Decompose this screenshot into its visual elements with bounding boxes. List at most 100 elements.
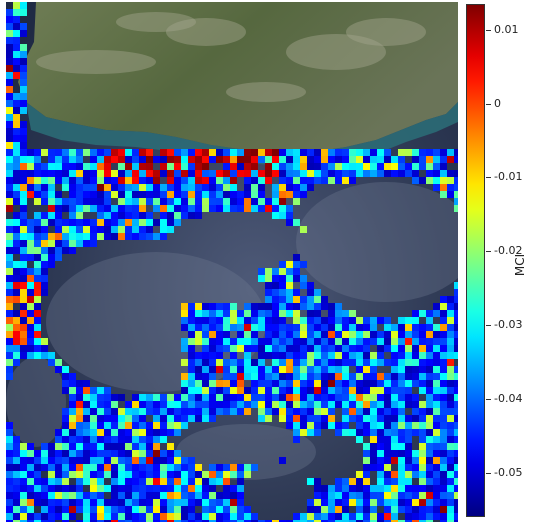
mci-pixel xyxy=(97,429,104,436)
mci-pixel xyxy=(300,177,307,184)
mci-pixel xyxy=(76,205,83,212)
mci-pixel xyxy=(237,373,244,380)
mci-pixel xyxy=(321,338,328,345)
mci-pixel xyxy=(111,478,118,485)
mci-pixel xyxy=(433,345,440,352)
mci-pixel xyxy=(419,177,426,184)
mci-pixel xyxy=(41,492,48,499)
mci-pixel xyxy=(139,177,146,184)
mci-pixel xyxy=(433,478,440,485)
mci-pixel xyxy=(139,401,146,408)
mci-pixel xyxy=(433,506,440,513)
mci-pixel xyxy=(83,226,90,233)
mci-pixel xyxy=(48,499,55,506)
mci-pixel xyxy=(13,338,20,345)
mci-pixel xyxy=(391,387,398,394)
mci-pixel xyxy=(90,450,97,457)
mci-pixel xyxy=(76,233,83,240)
mci-pixel xyxy=(258,156,265,163)
mci-pixel xyxy=(377,373,384,380)
mci-pixel xyxy=(349,310,356,317)
mci-pixel xyxy=(111,408,118,415)
mci-pixel xyxy=(69,457,76,464)
mci-pixel xyxy=(111,506,118,513)
mci-pixel xyxy=(349,492,356,499)
mci-pixel xyxy=(167,422,174,429)
mci-pixel xyxy=(440,422,447,429)
mci-pixel xyxy=(321,380,328,387)
mci-pixel xyxy=(377,331,384,338)
mci-pixel xyxy=(426,380,433,387)
map-view[interactable] xyxy=(6,2,458,522)
mci-pixel xyxy=(384,450,391,457)
mci-pixel xyxy=(356,513,363,520)
mci-pixel xyxy=(34,471,41,478)
mci-pixel xyxy=(97,506,104,513)
mci-pixel xyxy=(314,303,321,310)
mci-pixel xyxy=(34,513,41,520)
mci-pixel xyxy=(20,79,27,86)
mci-pixel xyxy=(412,401,419,408)
mci-pixel xyxy=(391,156,398,163)
mci-pixel xyxy=(34,303,41,310)
mci-pixel xyxy=(412,408,419,415)
mci-pixel xyxy=(111,226,118,233)
mci-pixel xyxy=(13,100,20,107)
mci-pixel xyxy=(335,359,342,366)
mci-pixel xyxy=(62,380,69,387)
mci-pixel xyxy=(279,149,286,156)
mci-pixel xyxy=(279,156,286,163)
mci-pixel xyxy=(370,450,377,457)
mci-pixel xyxy=(328,380,335,387)
mci-pixel xyxy=(132,492,139,499)
mci-pixel xyxy=(48,170,55,177)
mci-pixel xyxy=(258,366,265,373)
mci-pixel xyxy=(230,303,237,310)
mci-pixel xyxy=(6,149,13,156)
mci-pixel xyxy=(20,352,27,359)
mci-pixel xyxy=(223,394,230,401)
mci-pixel xyxy=(76,219,83,226)
mci-pixel xyxy=(398,359,405,366)
mci-pixel xyxy=(286,422,293,429)
mci-pixel xyxy=(454,184,458,191)
mci-pixel xyxy=(398,436,405,443)
mci-pixel xyxy=(286,303,293,310)
mci-pixel xyxy=(349,429,356,436)
mci-pixel xyxy=(440,506,447,513)
mci-pixel xyxy=(83,422,90,429)
mci-pixel xyxy=(251,394,258,401)
mci-pixel xyxy=(398,492,405,499)
mci-pixel xyxy=(454,478,458,485)
mci-pixel xyxy=(412,506,419,513)
mci-pixel xyxy=(6,506,13,513)
mci-pixel xyxy=(174,170,181,177)
mci-pixel xyxy=(349,520,356,522)
mci-pixel xyxy=(6,79,13,86)
mci-pixel xyxy=(265,205,272,212)
mci-pixel xyxy=(370,520,377,522)
mci-pixel xyxy=(258,520,265,522)
mci-pixel xyxy=(286,289,293,296)
mci-pixel xyxy=(20,450,27,457)
mci-pixel xyxy=(13,310,20,317)
mci-pixel xyxy=(132,499,139,506)
mci-pixel xyxy=(433,485,440,492)
mci-pixel xyxy=(13,324,20,331)
mci-pixel xyxy=(412,471,419,478)
mci-pixel xyxy=(139,471,146,478)
mci-pixel xyxy=(34,163,41,170)
cloud-overlay xyxy=(296,182,458,302)
mci-pixel xyxy=(48,478,55,485)
mci-pixel xyxy=(265,366,272,373)
mci-pixel xyxy=(160,471,167,478)
mci-pixel xyxy=(447,387,454,394)
mci-pixel xyxy=(209,303,216,310)
mci-pixel xyxy=(69,233,76,240)
mci-pixel xyxy=(90,184,97,191)
mci-pixel xyxy=(111,184,118,191)
mci-pixel xyxy=(279,261,286,268)
mci-pixel xyxy=(48,198,55,205)
mci-pixel xyxy=(265,387,272,394)
mci-pixel xyxy=(27,492,34,499)
